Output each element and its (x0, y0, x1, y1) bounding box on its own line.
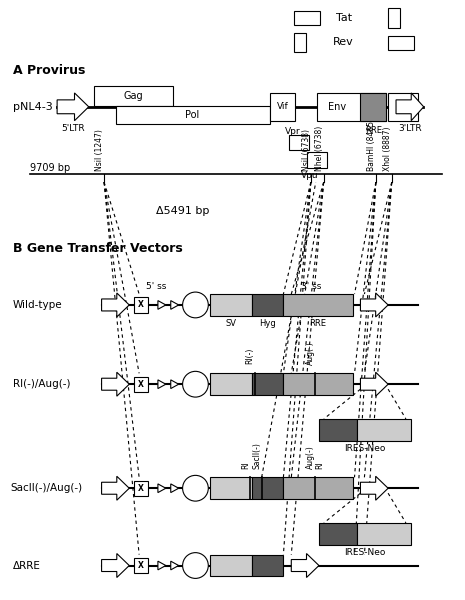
Text: Nef: Nef (395, 102, 412, 112)
Bar (388, 8, 400, 28)
Text: Tat: Tat (336, 13, 352, 23)
Bar (116, 106, 270, 124)
Bar (210, 478, 252, 499)
Text: RRE: RRE (365, 126, 382, 135)
Text: BamHI (8465): BamHI (8465) (367, 118, 376, 171)
Bar (307, 152, 327, 168)
Polygon shape (158, 380, 166, 389)
Bar (210, 294, 252, 316)
Polygon shape (171, 484, 179, 493)
Bar (252, 554, 283, 577)
Text: Vpr: Vpr (286, 127, 301, 136)
Bar (360, 93, 386, 121)
Circle shape (183, 371, 208, 397)
Circle shape (183, 292, 208, 318)
Text: RI: RI (315, 462, 325, 469)
Bar (134, 481, 148, 496)
Bar (252, 373, 283, 395)
Text: SacII(-): SacII(-) (252, 443, 262, 469)
Bar (294, 11, 320, 25)
Bar (252, 478, 283, 499)
Polygon shape (171, 380, 179, 389)
Polygon shape (101, 372, 129, 396)
Text: Aug(-): Aug(-) (306, 446, 314, 469)
Text: IRES-Neo: IRES-Neo (344, 548, 385, 557)
Text: X: X (138, 561, 144, 570)
Text: IRES-Neo: IRES-Neo (344, 444, 385, 453)
Text: Gag: Gag (123, 91, 143, 101)
Text: Pol: Pol (186, 110, 199, 120)
Text: RRE: RRE (310, 319, 326, 328)
Text: 5'LTR: 5'LTR (61, 124, 85, 133)
Text: Aug(-): Aug(-) (306, 341, 314, 365)
Text: Vif: Vif (277, 103, 288, 112)
Bar (270, 93, 295, 121)
Text: ΔRRE: ΔRRE (13, 560, 40, 571)
Text: pNL4-3: pNL4-3 (13, 102, 53, 112)
Bar (388, 37, 414, 50)
Bar (93, 86, 173, 106)
Text: A Provirus: A Provirus (13, 64, 85, 77)
Polygon shape (171, 561, 179, 570)
Polygon shape (158, 484, 166, 493)
Text: RI(-)/Aug(-): RI(-)/Aug(-) (13, 379, 70, 389)
Text: NsiI (1247): NsiI (1247) (95, 130, 104, 171)
Bar (319, 419, 357, 440)
Bar (210, 373, 252, 395)
Text: XhoI (8887): XhoI (8887) (383, 127, 392, 171)
Bar (134, 558, 148, 573)
Text: 5' ss: 5' ss (146, 281, 166, 290)
Bar (317, 93, 386, 121)
Polygon shape (171, 301, 179, 310)
Text: B Gene Transfer Vectors: B Gene Transfer Vectors (13, 242, 182, 255)
Text: Vpu: Vpu (301, 170, 319, 179)
Bar (134, 377, 148, 392)
Bar (319, 523, 357, 545)
Text: Rev: Rev (333, 37, 354, 47)
Polygon shape (360, 293, 388, 317)
Circle shape (183, 553, 208, 578)
Text: X: X (138, 484, 144, 493)
Bar (210, 554, 252, 577)
Bar (283, 294, 352, 316)
Bar (294, 32, 306, 52)
Text: SV: SV (226, 319, 237, 328)
Bar (283, 373, 352, 395)
Text: 9709 bp: 9709 bp (30, 163, 71, 173)
Text: RI(-): RI(-) (246, 347, 255, 364)
Bar (357, 523, 411, 545)
Bar (252, 294, 283, 316)
Polygon shape (291, 554, 319, 578)
Text: X: X (138, 380, 144, 389)
Bar (134, 298, 148, 313)
Text: Δ5491 bp: Δ5491 bp (156, 206, 209, 216)
Text: SacII(-)/Aug(-): SacII(-)/Aug(-) (11, 483, 83, 493)
Circle shape (183, 475, 208, 501)
Polygon shape (158, 561, 166, 570)
Text: X: X (138, 301, 144, 310)
Bar (388, 93, 418, 121)
Text: Wild-type: Wild-type (13, 300, 62, 310)
Text: 3'LTR: 3'LTR (398, 124, 422, 133)
Text: Env: Env (328, 102, 346, 112)
Text: Hyg: Hyg (259, 319, 276, 328)
Text: RI: RI (241, 462, 250, 469)
Polygon shape (158, 301, 166, 310)
Polygon shape (101, 476, 129, 500)
Polygon shape (101, 554, 129, 578)
Text: NheI (6738): NheI (6738) (315, 126, 324, 171)
Polygon shape (57, 93, 89, 121)
Text: NsiI (6738): NsiI (6738) (302, 129, 311, 171)
Polygon shape (396, 93, 424, 121)
Polygon shape (360, 372, 388, 396)
Text: 3' ss: 3' ss (301, 281, 321, 290)
Bar (357, 419, 411, 440)
Polygon shape (101, 293, 129, 317)
Bar (283, 478, 352, 499)
Polygon shape (360, 476, 388, 500)
Bar (289, 134, 309, 151)
